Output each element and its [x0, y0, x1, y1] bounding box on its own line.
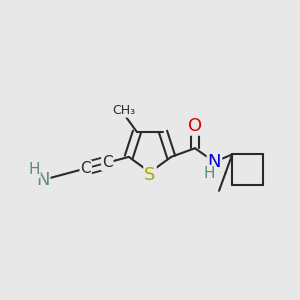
Text: H: H — [203, 166, 215, 181]
Text: H: H — [28, 162, 40, 177]
Text: C: C — [80, 161, 91, 176]
Text: CH₃: CH₃ — [112, 104, 136, 117]
Text: S: S — [144, 166, 156, 184]
Text: N: N — [36, 171, 50, 189]
Text: N: N — [208, 153, 221, 171]
Text: O: O — [188, 117, 202, 135]
Text: C: C — [102, 155, 112, 170]
